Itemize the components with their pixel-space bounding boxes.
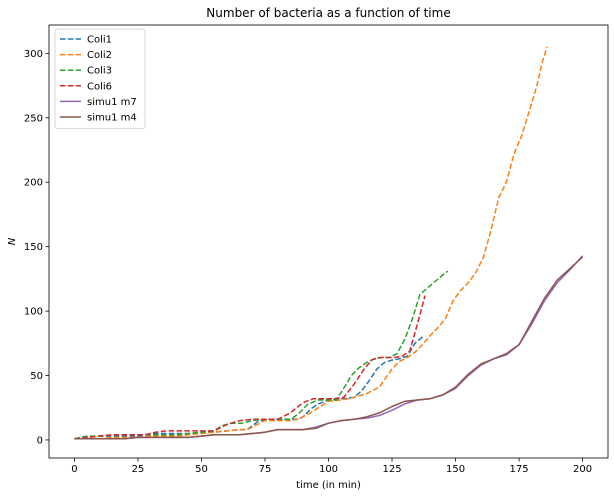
x-tick-label: 50 [195, 464, 208, 475]
legend-entry: Coli3 [87, 66, 112, 77]
y-axis-label: N [7, 237, 18, 245]
legend-entry: simu1 m4 [87, 113, 137, 124]
legend-entry: Coli1 [87, 35, 112, 46]
x-tick-label: 75 [259, 464, 272, 475]
y-tick-label: 250 [24, 113, 43, 124]
x-tick-label: 125 [382, 464, 401, 475]
y-tick-label: 150 [24, 242, 43, 253]
series-line-coli6 [74, 295, 426, 440]
x-axis-label: time (in min) [296, 480, 361, 491]
legend-entry: Coli2 [87, 50, 112, 61]
x-tick-label: 150 [446, 464, 465, 475]
x-tick-label: 200 [573, 464, 592, 475]
x-axis: 0 25 50 75 100 125 150 175 200 [71, 458, 592, 475]
series-line-coli3 [74, 270, 449, 440]
y-tick-label: 0 [37, 435, 43, 446]
plot-lines [74, 46, 584, 440]
x-tick-label: 175 [510, 464, 529, 475]
y-axis: 0 50 100 150 200 250 300 [24, 49, 49, 446]
y-tick-label: 100 [24, 307, 43, 318]
y-tick-label: 50 [30, 371, 43, 382]
legend-entry: Coli6 [87, 81, 112, 92]
y-tick-label: 200 [24, 178, 43, 189]
chart-title: Number of bacteria as a function of time [206, 6, 450, 20]
legend-entry: simu1 m7 [87, 97, 137, 108]
series-line-simu1-m4 [74, 256, 584, 440]
x-tick-label: 100 [319, 464, 338, 475]
x-tick-label: 25 [132, 464, 145, 475]
series-line-coli2 [74, 46, 548, 440]
y-tick-label: 300 [24, 49, 43, 60]
x-tick-label: 0 [71, 464, 77, 475]
legend: Coli1 Coli2 Coli3 Coli6 simu1 m7 simu1 m4 [54, 28, 146, 129]
